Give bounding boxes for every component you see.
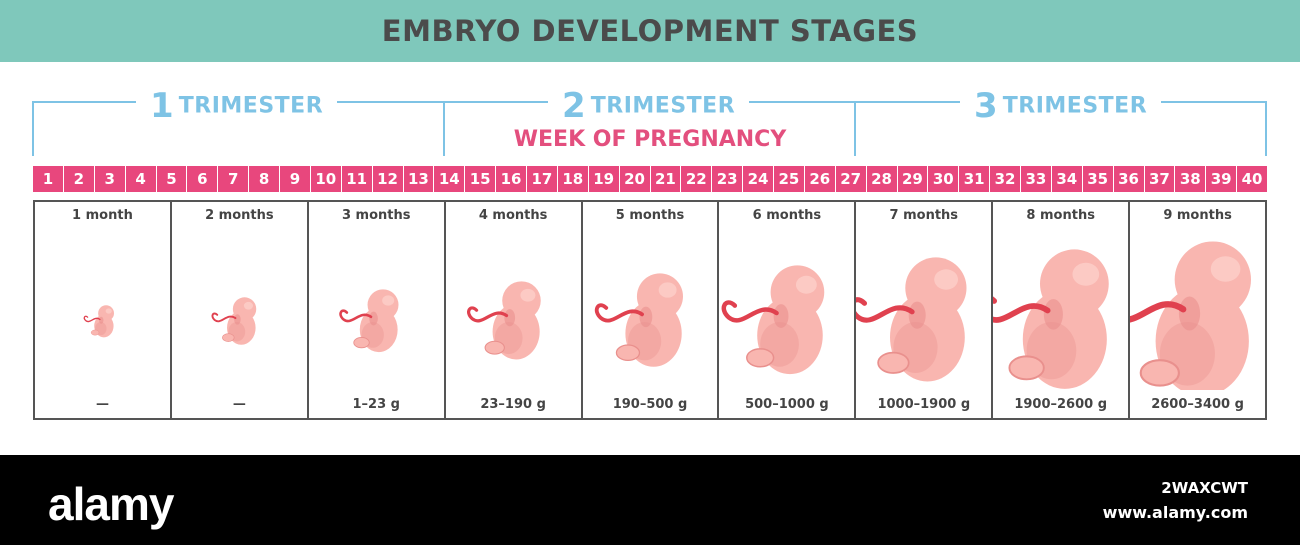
week-cell: 2 — [64, 166, 95, 192]
week-cell: 13 — [404, 166, 435, 192]
week-cell: 18 — [558, 166, 589, 192]
week-cell: 20 — [620, 166, 651, 192]
week-cell: 22 — [681, 166, 713, 192]
watermark-image-id: 2WAXCWT — [1161, 479, 1248, 497]
week-cell: 10 — [311, 166, 342, 192]
embryo-illustration — [83, 305, 114, 338]
week-cell: 6 — [187, 166, 219, 192]
month-cell: 2 months — — [172, 202, 309, 418]
trimester-label: TRIMESTER — [590, 93, 736, 119]
month-label: 9 months — [1163, 208, 1232, 223]
week-cell: 27 — [836, 166, 867, 192]
week-cell: 25 — [774, 166, 805, 192]
week-cell: 37 — [1145, 166, 1176, 192]
month-label: 7 months — [889, 208, 959, 223]
trimester-1-heading: 1 TRIMESTER — [136, 86, 338, 126]
week-cell: 15 — [465, 166, 497, 192]
week-cell: 31 — [959, 166, 991, 192]
month-cell: 9 months 2600–3400 g — [1130, 202, 1265, 418]
month-weight: 1–23 g — [352, 397, 400, 412]
month-cell: 8 months 1900–2600 g — [993, 202, 1131, 418]
watermark-brand: alamy — [48, 478, 174, 530]
week-cell: 12 — [373, 166, 404, 192]
week-cell: 8 — [249, 166, 280, 192]
embryo-illustration — [993, 249, 1109, 389]
week-cell: 32 — [990, 166, 1021, 192]
trimester-3-heading: 3 TRIMESTER — [960, 86, 1162, 126]
week-cell: 23 — [712, 166, 744, 192]
month-label: 8 months — [1026, 208, 1095, 223]
month-label: 6 months — [752, 208, 822, 223]
week-cell: 14 — [434, 166, 466, 192]
week-cell: 17 — [527, 166, 558, 192]
week-of-pregnancy-label: WEEK OF PREGNANCY — [513, 127, 787, 152]
month-weight: — — [95, 397, 109, 412]
week-cell: 5 — [157, 166, 188, 192]
embryo-illustration — [856, 257, 967, 382]
month-cell: 4 months 23–190 g — [446, 202, 583, 418]
month-weight: 500–1000 g — [745, 397, 829, 412]
week-cell: 39 — [1206, 166, 1238, 192]
month-weight: 190–500 g — [612, 397, 688, 412]
header-bar: EMBRYO DEVELOPMENT STAGES — [0, 0, 1300, 62]
embryo-illustration — [211, 297, 257, 345]
month-cell: 7 months 1000–1900 g — [856, 202, 994, 418]
week-cell: 24 — [743, 166, 774, 192]
embryo-illustration — [466, 281, 541, 360]
month-label: 2 months — [205, 208, 274, 223]
week-cell: 11 — [342, 166, 373, 192]
week-cell: 40 — [1241, 170, 1263, 188]
watermark-url: www.alamy.com — [1102, 503, 1248, 522]
week-cell: 16 — [496, 166, 527, 192]
week-cell: 35 — [1083, 166, 1114, 192]
embryo-illustration — [1130, 241, 1252, 390]
week-cell: 7 — [218, 166, 250, 192]
page-title: EMBRYO DEVELOPMENT STAGES — [381, 14, 919, 48]
month-weight: — — [232, 397, 246, 412]
embryo-illustration — [339, 289, 399, 353]
week-cell: 28 — [867, 166, 898, 192]
week-cell: 4 — [126, 166, 157, 192]
week-cell: 3 — [95, 166, 126, 192]
month-grid: 1 month — 2 months — 3 months 1–23 g 4 months 2… — [33, 200, 1267, 420]
week-bar: 1 2 3 4 5 6 7 8 9 10 11 12 13 14 15 16 17 18 19 20 21 22 23 24 2… — [33, 166, 1267, 192]
trimester-number: 1 — [150, 86, 174, 126]
embryo-illustration — [722, 265, 825, 375]
month-weight: 1000–1900 g — [877, 397, 971, 412]
month-weight: 1900–2600 g — [1014, 397, 1108, 412]
month-label: 1 month — [72, 208, 133, 223]
week-cell: 21 — [651, 166, 682, 192]
month-cell: 5 months 190–500 g — [583, 202, 720, 418]
month-label: 3 months — [341, 208, 411, 223]
trimester-label: TRIMESTER — [1002, 93, 1148, 119]
month-cell: 6 months 500–1000 g — [719, 202, 857, 418]
week-cell: 9 — [280, 166, 311, 192]
month-label: 4 months — [478, 208, 548, 223]
week-cell: 30 — [928, 166, 960, 192]
week-cell: 34 — [1052, 166, 1083, 192]
week-cell: 36 — [1114, 166, 1145, 192]
week-cell: 26 — [805, 166, 836, 192]
embryo-illustration — [594, 273, 683, 367]
month-label: 5 months — [615, 208, 685, 223]
month-cell: 1 month — — [35, 202, 172, 418]
trimester-label: TRIMESTER — [178, 93, 324, 119]
week-cell: 19 — [589, 166, 620, 192]
month-cell: 3 months 1–23 g — [309, 202, 446, 418]
week-cell: 33 — [1021, 166, 1052, 192]
trimester-number: 2 — [562, 86, 586, 126]
week-cell: 1 — [33, 166, 64, 192]
month-weight: 2600–3400 g — [1151, 397, 1244, 412]
trimester-2-heading: 2 TRIMESTER — [548, 86, 750, 126]
month-weight: 23–190 g — [480, 397, 546, 412]
week-cell: 38 — [1175, 166, 1207, 192]
watermark-bar: alamy 2WAXCWT www.alamy.com — [0, 455, 1300, 545]
week-cell: 29 — [898, 166, 929, 192]
trimester-number: 3 — [974, 86, 998, 126]
